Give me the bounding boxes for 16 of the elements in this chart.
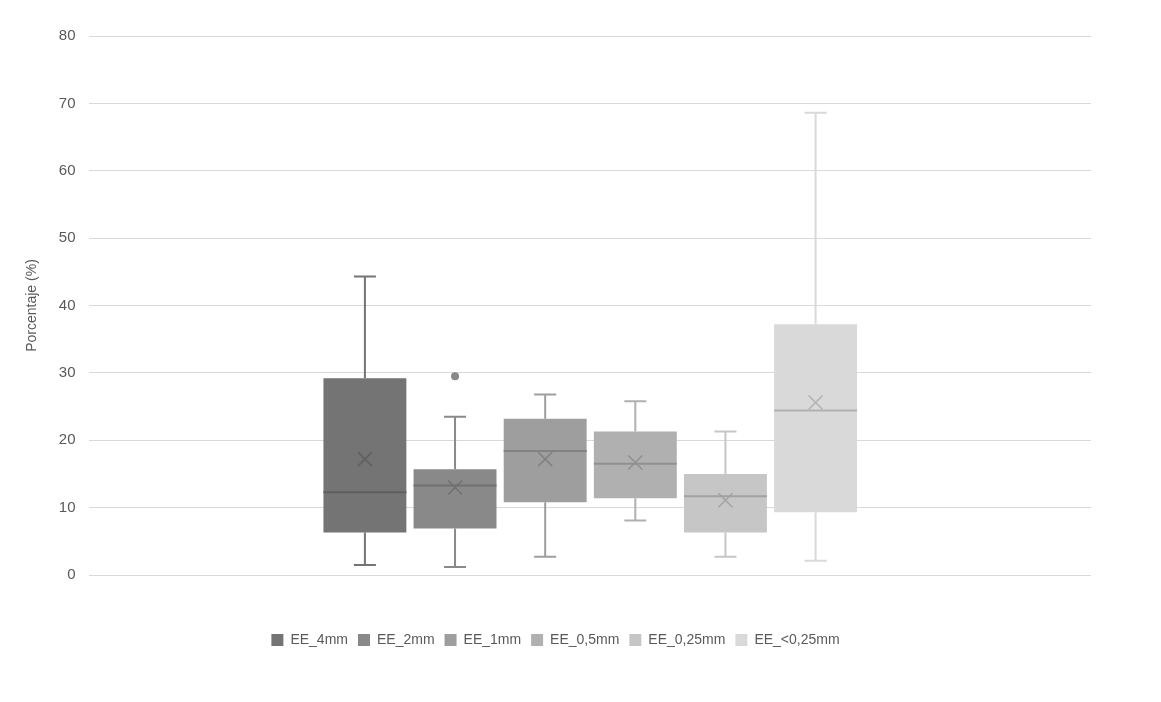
- legend-label: EE_<0,25mm: [754, 630, 840, 647]
- y-tick-label: 70: [58, 93, 76, 111]
- y-tick-label: 30: [58, 363, 76, 381]
- legend-label: EE_4mm: [290, 630, 348, 647]
- y-axis-title: Porcentaje (%): [23, 259, 40, 352]
- legend-label: EE_0,25mm: [648, 630, 726, 647]
- y-tick-label: 20: [58, 430, 76, 448]
- legend-label: EE_2mm: [376, 630, 435, 647]
- y-tick-label: 80: [58, 26, 76, 44]
- y-tick-label: 0: [67, 565, 76, 583]
- legend-label: EE_1mm: [463, 630, 522, 647]
- y-tick-label: 10: [58, 497, 76, 515]
- y-tick-label: 40: [58, 295, 76, 313]
- y-tick-label: 50: [58, 228, 76, 246]
- y-tick-label: 60: [58, 160, 76, 178]
- legend-label: EE_0,5mm: [550, 630, 620, 647]
